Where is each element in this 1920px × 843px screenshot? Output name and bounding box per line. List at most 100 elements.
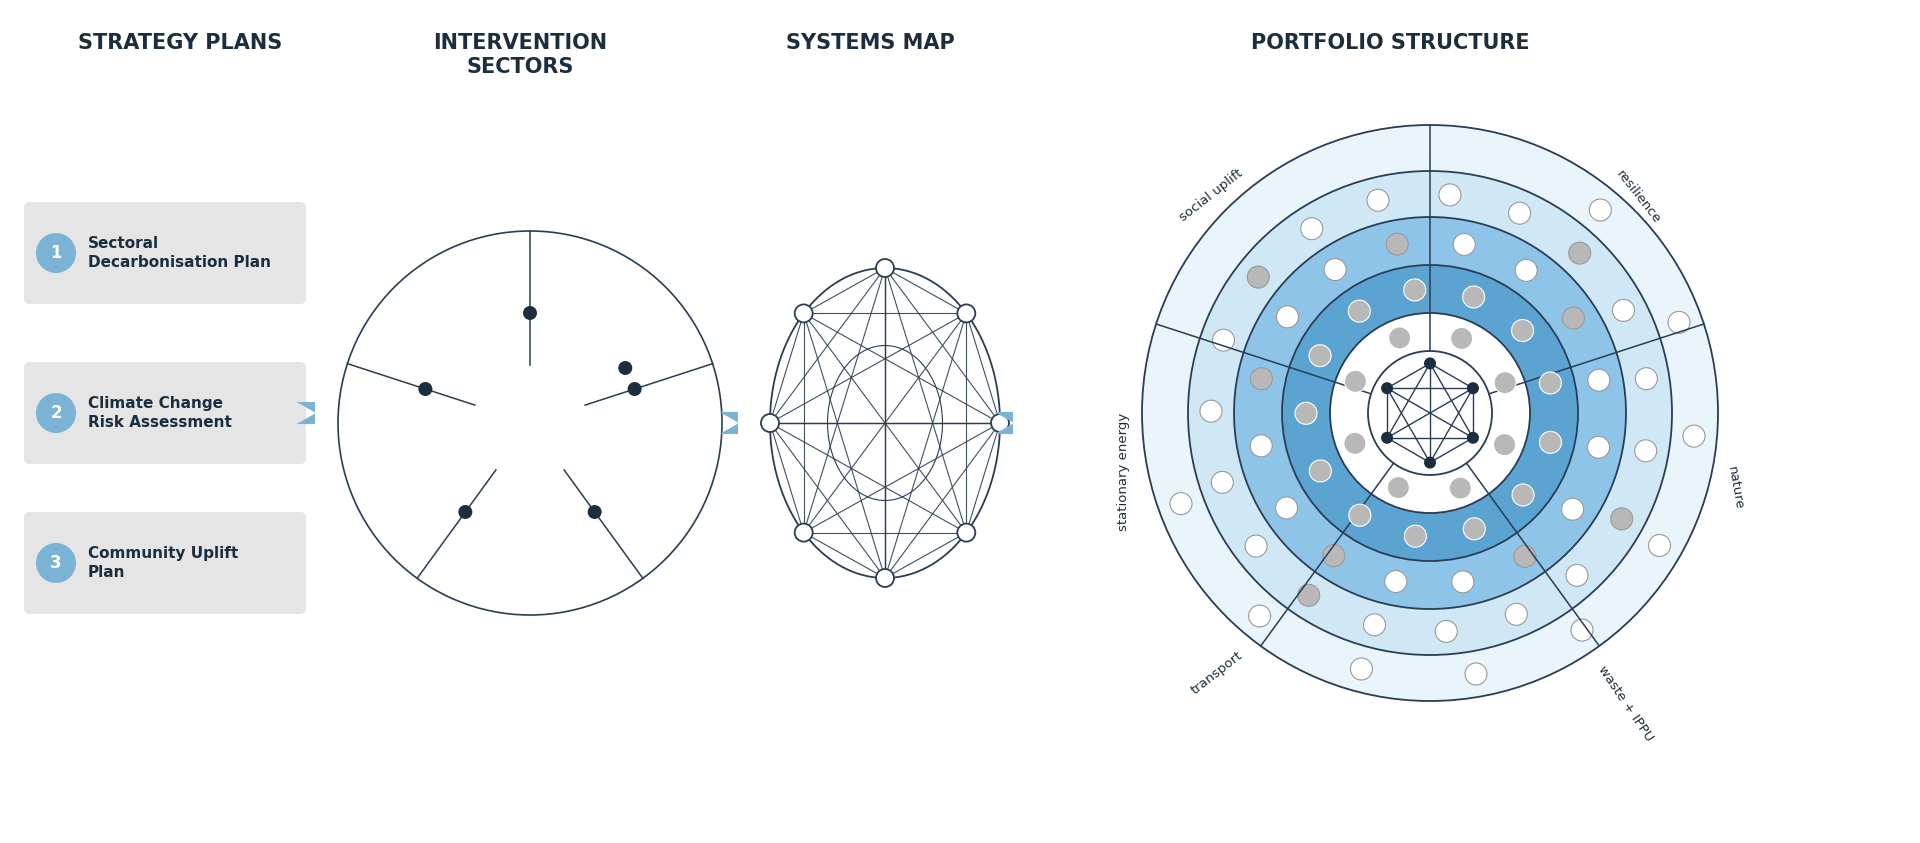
Circle shape <box>1344 432 1365 454</box>
Circle shape <box>401 295 659 551</box>
Circle shape <box>1463 518 1486 540</box>
Circle shape <box>795 524 812 541</box>
Circle shape <box>1494 433 1515 456</box>
Circle shape <box>1248 266 1269 288</box>
Circle shape <box>1325 259 1346 281</box>
Text: Community Uplift
Plan: Community Uplift Plan <box>88 546 238 580</box>
Circle shape <box>36 543 77 583</box>
Text: Sectoral
Decarbonisation Plan: Sectoral Decarbonisation Plan <box>88 236 271 270</box>
Circle shape <box>1571 619 1594 641</box>
Text: STRATEGY PLANS: STRATEGY PLANS <box>79 33 282 53</box>
Circle shape <box>760 414 780 432</box>
Circle shape <box>1323 545 1344 566</box>
Text: PORTFOLIO STRUCTURE: PORTFOLIO STRUCTURE <box>1250 33 1530 53</box>
Circle shape <box>1350 504 1371 526</box>
Circle shape <box>419 382 432 396</box>
Circle shape <box>958 524 975 541</box>
Circle shape <box>1363 614 1386 636</box>
Text: resilience: resilience <box>1613 168 1663 226</box>
Circle shape <box>1331 313 1530 513</box>
Circle shape <box>1505 604 1526 626</box>
Circle shape <box>1309 345 1331 367</box>
Circle shape <box>459 505 472 519</box>
Text: SYSTEMS MAP: SYSTEMS MAP <box>785 33 954 53</box>
Circle shape <box>1384 571 1407 593</box>
Circle shape <box>876 569 895 587</box>
Circle shape <box>1465 663 1486 685</box>
Circle shape <box>795 304 812 322</box>
FancyArrow shape <box>720 412 739 434</box>
Circle shape <box>1463 286 1484 308</box>
Circle shape <box>1367 351 1492 475</box>
Circle shape <box>618 361 632 375</box>
Circle shape <box>1611 507 1632 529</box>
Circle shape <box>369 261 691 585</box>
Circle shape <box>1309 460 1331 482</box>
Circle shape <box>1563 307 1584 329</box>
Circle shape <box>1235 217 1626 609</box>
Text: social uplift: social uplift <box>1177 167 1246 224</box>
Circle shape <box>1436 620 1457 642</box>
Circle shape <box>1668 311 1690 333</box>
Circle shape <box>1386 234 1407 255</box>
Circle shape <box>1250 368 1273 389</box>
Circle shape <box>1634 440 1657 462</box>
Circle shape <box>1452 327 1473 350</box>
Circle shape <box>1561 498 1584 520</box>
Text: 1: 1 <box>50 244 61 262</box>
Circle shape <box>1425 357 1436 369</box>
Circle shape <box>1388 476 1409 498</box>
Circle shape <box>338 231 722 615</box>
Circle shape <box>1298 584 1319 606</box>
Text: nature: nature <box>1724 465 1745 511</box>
Circle shape <box>1200 400 1221 422</box>
FancyArrow shape <box>296 402 317 424</box>
FancyArrow shape <box>995 412 1014 434</box>
Circle shape <box>1467 382 1478 395</box>
Circle shape <box>1540 432 1561 454</box>
Circle shape <box>1277 306 1298 328</box>
Circle shape <box>1169 492 1192 514</box>
Circle shape <box>1588 369 1609 391</box>
Circle shape <box>1380 382 1394 395</box>
Circle shape <box>958 304 975 322</box>
Circle shape <box>1294 402 1317 424</box>
Circle shape <box>1509 202 1530 224</box>
Circle shape <box>1348 300 1371 322</box>
Circle shape <box>1649 534 1670 556</box>
Circle shape <box>1212 471 1233 493</box>
Circle shape <box>1212 329 1235 352</box>
Circle shape <box>1452 571 1475 593</box>
Circle shape <box>1142 125 1718 701</box>
Circle shape <box>1244 535 1267 557</box>
Circle shape <box>1636 368 1657 389</box>
Circle shape <box>991 414 1010 432</box>
Circle shape <box>1404 279 1427 301</box>
Circle shape <box>1188 171 1672 655</box>
Circle shape <box>1275 497 1298 519</box>
Circle shape <box>1515 545 1536 567</box>
Circle shape <box>1350 658 1373 680</box>
Circle shape <box>522 306 538 320</box>
Circle shape <box>628 382 641 396</box>
Circle shape <box>876 259 895 277</box>
Circle shape <box>1250 435 1273 457</box>
Circle shape <box>1453 234 1475 255</box>
Circle shape <box>36 393 77 433</box>
Text: 2: 2 <box>50 404 61 422</box>
Circle shape <box>1467 432 1478 443</box>
Circle shape <box>1613 299 1634 321</box>
Circle shape <box>1590 199 1611 221</box>
Circle shape <box>588 505 601 519</box>
FancyBboxPatch shape <box>23 202 305 304</box>
Circle shape <box>1588 437 1609 459</box>
Circle shape <box>472 365 588 481</box>
Circle shape <box>1344 370 1367 392</box>
Text: Climate Change
Risk Assessment: Climate Change Risk Assessment <box>88 396 232 430</box>
Circle shape <box>1438 184 1461 206</box>
Circle shape <box>438 331 622 515</box>
FancyBboxPatch shape <box>23 512 305 614</box>
Circle shape <box>1425 457 1436 469</box>
Text: stationary energy: stationary energy <box>1117 413 1131 531</box>
Text: INTERVENTION
SECTORS: INTERVENTION SECTORS <box>432 33 607 77</box>
